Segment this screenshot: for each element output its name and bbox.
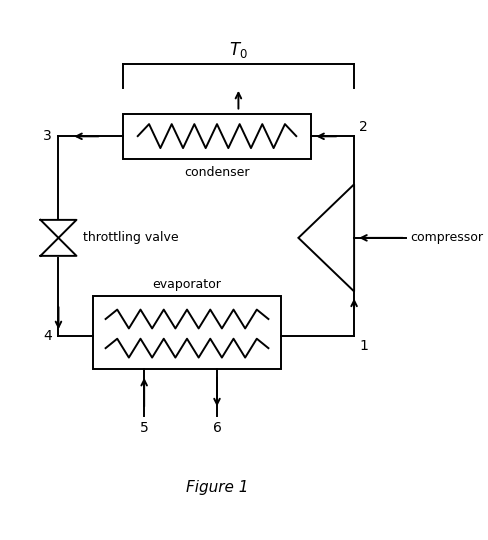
Text: 6: 6 [213, 421, 222, 435]
Bar [93, 296, 281, 368]
Text: Figure 1: Figure 1 [186, 480, 248, 495]
Text: compressor: compressor [410, 231, 483, 245]
Text: condenser: condenser [184, 166, 250, 179]
Text: 2: 2 [359, 120, 368, 134]
Text: $T_0$: $T_0$ [229, 40, 248, 60]
Text: 1: 1 [359, 339, 368, 353]
Text: 4: 4 [43, 329, 52, 343]
Text: throttling valve: throttling valve [83, 231, 179, 245]
Bar [123, 113, 311, 159]
Text: 3: 3 [43, 129, 52, 143]
Text: evaporator: evaporator [153, 278, 222, 291]
Text: 5: 5 [140, 421, 148, 435]
